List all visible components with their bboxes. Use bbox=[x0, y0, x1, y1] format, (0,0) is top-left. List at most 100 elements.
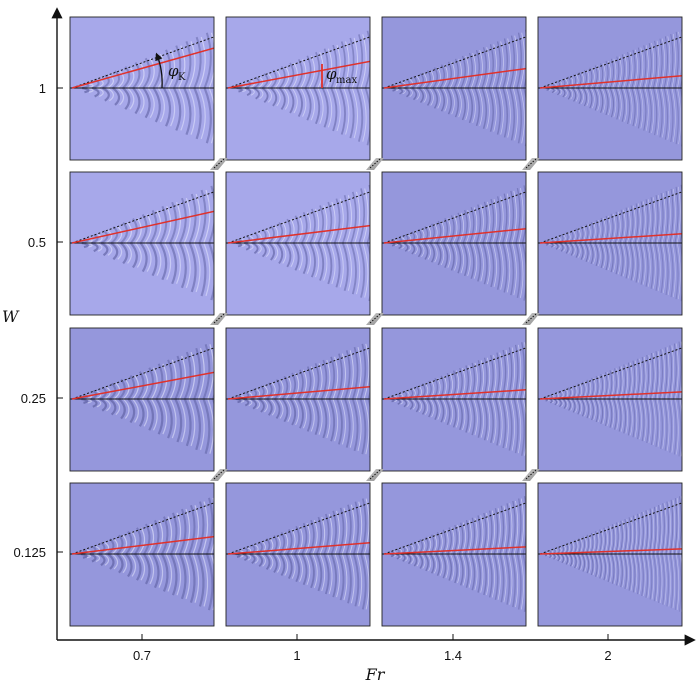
wave-crest bbox=[484, 87, 490, 129]
wave-crest bbox=[137, 87, 145, 114]
wave-crest bbox=[592, 398, 596, 421]
wave-crest bbox=[459, 212, 464, 244]
wave-crest bbox=[642, 87, 647, 131]
wave-crest bbox=[417, 398, 422, 413]
wave-crest bbox=[321, 87, 329, 128]
wave-crest bbox=[167, 87, 176, 127]
wave-crest bbox=[436, 220, 442, 244]
wave-crest bbox=[683, 340, 686, 399]
wave-crest bbox=[356, 34, 364, 89]
wave-crest bbox=[106, 74, 114, 89]
wave-crest bbox=[418, 87, 424, 104]
wave-crest bbox=[587, 553, 591, 574]
wave-crest bbox=[594, 398, 599, 423]
wave-crest bbox=[406, 553, 412, 565]
wave-crest bbox=[646, 242, 651, 287]
wave-crest bbox=[156, 553, 164, 588]
wave-crest bbox=[152, 87, 161, 123]
wave-crest bbox=[609, 58, 614, 89]
wave-crest bbox=[409, 242, 416, 255]
wave-crest bbox=[282, 532, 289, 555]
wave-crest bbox=[278, 87, 286, 110]
wave-crest bbox=[640, 398, 645, 442]
wave-crest bbox=[669, 34, 674, 89]
wave-crest bbox=[338, 553, 345, 601]
wave-crest bbox=[604, 215, 609, 244]
wave-crest bbox=[319, 553, 326, 592]
wave-crest bbox=[636, 398, 640, 440]
wave-crest bbox=[577, 228, 581, 244]
wake-panel bbox=[538, 483, 682, 626]
wave-crest bbox=[673, 553, 678, 610]
wave-crest bbox=[170, 553, 178, 596]
wave-crest bbox=[642, 553, 646, 596]
wave-crest bbox=[448, 398, 453, 425]
wave-crest bbox=[636, 358, 640, 400]
wave-crest bbox=[601, 217, 606, 244]
wave-crest bbox=[525, 399, 526, 400]
wave-crest bbox=[120, 221, 128, 244]
wave-crest bbox=[193, 36, 202, 89]
wave-crest bbox=[661, 242, 666, 293]
wave-crest bbox=[572, 242, 576, 256]
wave-crest bbox=[583, 381, 587, 400]
wave-crest bbox=[428, 70, 434, 89]
wave-crest bbox=[672, 398, 677, 455]
wave-crest bbox=[115, 226, 123, 244]
wave-crest bbox=[432, 398, 439, 420]
wave-crest bbox=[198, 242, 207, 297]
wave-crest bbox=[631, 87, 636, 127]
wave-crest bbox=[604, 553, 608, 581]
wave-crest bbox=[502, 193, 508, 244]
wave-crest bbox=[336, 398, 343, 445]
wave-crest bbox=[260, 541, 266, 555]
wave-crest bbox=[309, 242, 316, 278]
wave-crest bbox=[316, 516, 323, 555]
wave-crest bbox=[141, 398, 149, 427]
wave-crest bbox=[641, 242, 646, 285]
wave-crest bbox=[606, 242, 611, 271]
wave-crest bbox=[606, 87, 611, 116]
wave-crest bbox=[256, 232, 262, 244]
wave-crest bbox=[455, 553, 461, 584]
wave-crest bbox=[351, 398, 359, 452]
wave-crest bbox=[459, 242, 464, 274]
wave-crest bbox=[574, 74, 579, 89]
wave-crest bbox=[516, 87, 522, 144]
max-amplitude-line bbox=[71, 47, 214, 89]
wave-crest bbox=[601, 242, 606, 269]
wave-crest bbox=[210, 553, 214, 611]
wave-crest bbox=[561, 87, 566, 98]
wave-crest bbox=[456, 212, 462, 244]
wave-crest bbox=[296, 87, 303, 118]
wave-crest bbox=[92, 78, 100, 89]
wave-crest bbox=[470, 398, 476, 436]
wave-crest bbox=[116, 553, 124, 574]
wave-crest bbox=[216, 494, 222, 554]
wave-crest bbox=[147, 58, 155, 89]
wave-crest bbox=[102, 87, 110, 102]
wave-crest bbox=[323, 553, 330, 595]
wave-crest bbox=[290, 529, 296, 555]
wave-crest bbox=[271, 553, 278, 573]
wave-crest bbox=[301, 522, 308, 555]
wave-crest bbox=[592, 553, 596, 576]
wave-crest bbox=[325, 242, 333, 285]
wave-crest bbox=[196, 553, 205, 607]
wave-crest bbox=[207, 398, 214, 454]
wave-crest bbox=[274, 69, 281, 89]
wave-crest bbox=[619, 366, 624, 400]
wave-crest bbox=[360, 498, 367, 555]
wave-crest bbox=[646, 199, 651, 244]
wave-crest bbox=[628, 87, 633, 125]
wave-crest bbox=[557, 242, 561, 250]
wave-crest bbox=[460, 398, 466, 431]
wave-crest bbox=[267, 553, 274, 570]
wave-crest bbox=[321, 242, 328, 281]
wave-crest bbox=[442, 398, 447, 423]
wave-crest bbox=[91, 86, 100, 98]
wave-crest bbox=[362, 242, 369, 298]
wave-crest bbox=[358, 188, 365, 244]
wave-crest bbox=[472, 242, 478, 279]
wave-crest bbox=[401, 87, 406, 95]
